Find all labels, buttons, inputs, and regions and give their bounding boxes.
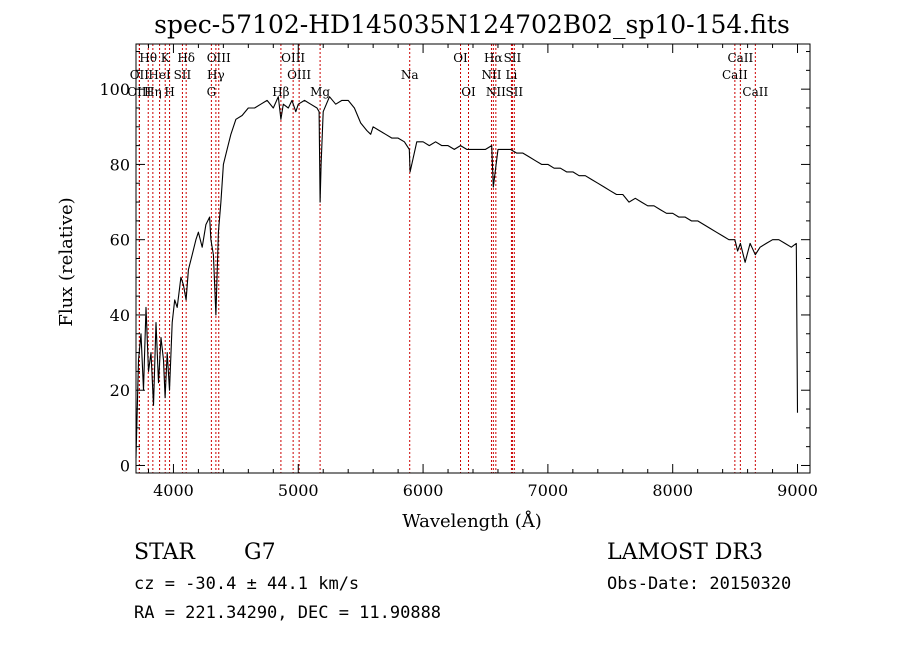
line-id-label: OIII bbox=[127, 85, 151, 99]
line-id-label: OI bbox=[461, 85, 476, 99]
line-id-label: HeI bbox=[148, 68, 171, 82]
line-id-label: G bbox=[207, 85, 217, 99]
line-id-label: Hγ bbox=[207, 68, 225, 82]
line-id-label: CaII bbox=[727, 51, 753, 65]
line-id-label: Na bbox=[401, 68, 419, 82]
coordinates: RA = 221.34290, DEC = 11.90888 bbox=[134, 603, 442, 623]
x-axis-label: Wavelength (Å) bbox=[402, 510, 542, 532]
line-id-label: Hη bbox=[144, 85, 162, 99]
line-id-label: NII bbox=[481, 68, 501, 82]
spectrum-line bbox=[135, 96, 799, 458]
redshift-value: cz = -30.4 ± 44.1 km/s bbox=[134, 574, 360, 594]
line-id-label: OIII bbox=[287, 68, 311, 82]
emission-line-markers bbox=[138, 44, 756, 473]
line-id-label: CaII bbox=[742, 85, 768, 99]
x-tick-label: 5000 bbox=[278, 481, 319, 500]
y-tick-label: 100 bbox=[99, 80, 130, 99]
y-tick-label: 40 bbox=[110, 306, 130, 325]
line-id-label: Hα bbox=[484, 51, 503, 65]
line-id-label: OIII bbox=[281, 51, 305, 65]
line-id-label: Hθ bbox=[139, 51, 157, 65]
chart-title: spec-57102-HD145035N124702B02_sp10-154.f… bbox=[154, 10, 790, 39]
line-id-label: NII bbox=[486, 85, 506, 99]
object-class: STAR bbox=[134, 540, 195, 565]
x-tick-label: 4000 bbox=[153, 481, 194, 500]
line-id-label: OIII bbox=[207, 51, 231, 65]
survey-name: LAMOST DR3 bbox=[607, 540, 763, 565]
line-id-label: K bbox=[161, 51, 171, 65]
y-tick-label: 60 bbox=[110, 231, 130, 250]
line-id-label: OI bbox=[453, 51, 468, 65]
line-id-label: OII bbox=[130, 68, 150, 82]
x-axis-ticks: 4000 5000 6000 7000 8000 9000 bbox=[147, 44, 818, 500]
plot-frame bbox=[135, 43, 811, 474]
line-id-label: SII bbox=[174, 68, 192, 82]
y-axis-label: Flux (relative) bbox=[56, 197, 77, 326]
line-id-label: SII bbox=[505, 85, 523, 99]
y-tick-label: 20 bbox=[110, 381, 130, 400]
obs-date: Obs-Date: 20150320 bbox=[607, 574, 792, 594]
line-id-label: SII bbox=[504, 51, 522, 65]
y-tick-label: 80 bbox=[110, 155, 130, 174]
line-id-label: Hβ bbox=[272, 85, 289, 99]
x-tick-label: 8000 bbox=[652, 481, 693, 500]
line-id-label: Li bbox=[506, 68, 518, 82]
x-tick-label: 7000 bbox=[528, 481, 569, 500]
line-id-label: Mg bbox=[310, 85, 330, 99]
y-tick-label: 0 bbox=[120, 456, 130, 475]
line-id-label: CaII bbox=[722, 68, 748, 82]
spectral-subclass: G7 bbox=[244, 540, 276, 565]
y-axis-ticks: 0 20 40 60 80 100 bbox=[99, 51, 810, 475]
line-id-label: Hδ bbox=[177, 51, 195, 65]
line-id-label: H bbox=[164, 85, 174, 99]
x-tick-label: 9000 bbox=[777, 481, 818, 500]
x-tick-label: 6000 bbox=[403, 481, 444, 500]
